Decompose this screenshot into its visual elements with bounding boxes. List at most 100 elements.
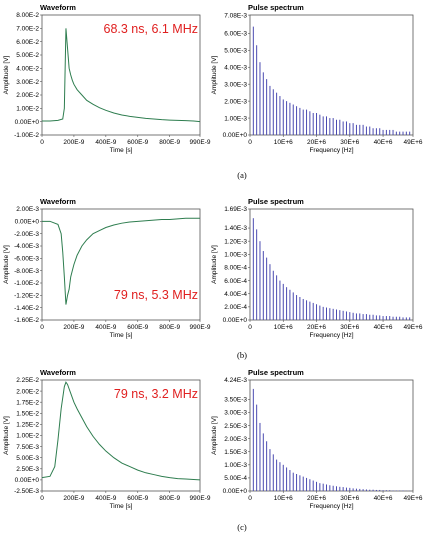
x-tick-label: 600E-9 [127, 495, 148, 502]
y-tick-label: 3.00E-3 [224, 410, 247, 417]
plot-frame [249, 379, 414, 492]
y-tick-label: 2.25E-2 [16, 377, 39, 384]
x-tick-label: 0 [248, 495, 252, 502]
figure-caption: (b) [237, 350, 247, 360]
y-tick-label: 8.00E-2 [16, 12, 39, 19]
y-tick-label: 1.25E-2 [16, 422, 39, 429]
y-tick-label: 1.20E-3 [224, 238, 247, 245]
y-tick-label: 0.00E+0 [223, 317, 248, 324]
y-tick-label: -8.00E-3 [14, 268, 39, 275]
y-tick-label: 2.00E-4 [224, 304, 247, 311]
y-tick-label: 5.00E-3 [16, 455, 39, 462]
y-tick-label: 7.08E-3 [224, 12, 247, 19]
waveform-line [42, 217, 200, 305]
y-tick-label: 1.69E-3 [224, 206, 247, 213]
y-tick-label: 2.00E-3 [224, 436, 247, 443]
annotation-label: 79 ns, 5.3 MHz [114, 288, 198, 302]
x-tick-label: 49E+6 [404, 139, 423, 146]
x-tick-label: 0 [40, 495, 44, 502]
chart-2: Pulse spectrum 0.00E+0 1.00E-3 2.00E-3 3.00E… [211, 3, 423, 154]
y-tick-label: 0.00E+0 [15, 219, 40, 226]
chart-5: Waveform -2.50E-3 0.00E+0 2.50E-3 5.00E-3 7.5… [3, 368, 247, 532]
y-tick-label: -4.00E-3 [14, 243, 39, 250]
x-axis-label: Frequency [Hz] [309, 332, 353, 339]
annotation-label: 68.3 ns, 6.1 MHz [104, 22, 199, 36]
chart-3: Waveform -1.60E-2 -1.40E-2 -1.20E-2 -1.00E-2… [3, 197, 247, 360]
y-tick-label: 6.00E-3 [224, 31, 247, 38]
chart-title: Pulse spectrum [248, 368, 304, 377]
plot-area [252, 388, 411, 491]
y-tick-label: 2.00E-2 [16, 388, 39, 395]
x-tick-label: 200E-9 [63, 495, 84, 502]
chart-1: Waveform -1.00E-2 0.00E+0 1.00E-2 2.00E-2 3.0… [3, 3, 247, 180]
plot-area [252, 26, 411, 135]
x-axis-label: Frequency [Hz] [309, 503, 353, 510]
y-tick-label: 2.50E-3 [16, 466, 39, 473]
y-tick-label: 5.00E-4 [224, 475, 247, 482]
chart-4: Pulse spectrum 0.00E+0 2.00E-4 4.00E-4 6.00E… [211, 197, 423, 339]
y-tick-label: 6.00E-2 [16, 39, 39, 46]
y-tick-label: 2.00E-2 [16, 92, 39, 99]
plot-area [41, 217, 201, 305]
plot-frame [41, 208, 201, 321]
x-tick-label: 20E+6 [307, 324, 326, 331]
x-tick-label: 600E-9 [127, 324, 148, 331]
y-tick-label: 0.00E+0 [15, 477, 40, 484]
y-tick-label: 7.50E-3 [16, 444, 39, 451]
y-tick-label: 8.00E-4 [224, 265, 247, 272]
y-axis-label: Amplitude [V] [3, 416, 10, 455]
figure-caption: (a) [237, 170, 247, 180]
chart-title: Waveform [40, 197, 76, 206]
y-tick-label: -1.40E-2 [14, 305, 39, 312]
x-tick-label: 400E-9 [95, 495, 116, 502]
x-tick-label: 40E+6 [374, 324, 393, 331]
y-tick-label: 0.00E+0 [15, 119, 40, 126]
x-tick-label: 0 [40, 324, 44, 331]
x-tick-label: 30E+6 [340, 324, 359, 331]
y-tick-label: -1.00E-2 [14, 280, 39, 287]
y-tick-label: 1.00E-2 [16, 106, 39, 113]
x-tick-label: 20E+6 [307, 495, 326, 502]
y-axis-label: Amplitude [V] [211, 416, 218, 455]
x-axis-label: Time [s] [110, 332, 133, 339]
x-tick-label: 400E-9 [95, 139, 116, 146]
plot-frame [41, 379, 201, 492]
x-tick-label: 40E+6 [374, 139, 393, 146]
y-tick-label: 4.00E-2 [16, 66, 39, 73]
plot-area [41, 28, 201, 123]
y-tick-label: 1.00E-3 [224, 252, 247, 259]
chart-title: Waveform [40, 3, 76, 12]
x-tick-label: 990E-9 [190, 495, 211, 502]
chart-6: Pulse spectrum 0.00E+0 5.00E-4 1.00E-3 1.50E… [211, 368, 423, 510]
x-tick-label: 49E+6 [404, 324, 423, 331]
y-tick-label: 6.00E-4 [224, 278, 247, 285]
x-tick-label: 20E+6 [307, 139, 326, 146]
x-tick-label: 990E-9 [190, 139, 211, 146]
x-tick-label: 30E+6 [340, 495, 359, 502]
x-axis-label: Frequency [Hz] [309, 147, 353, 154]
x-tick-label: 200E-9 [63, 324, 84, 331]
chart-title: Pulse spectrum [248, 3, 304, 12]
y-tick-label: 4.00E-3 [224, 64, 247, 71]
x-tick-label: 0 [248, 324, 252, 331]
y-tick-label: -6.00E-3 [14, 256, 39, 263]
x-tick-label: 10E+6 [274, 324, 293, 331]
y-tick-label: 7.00E-2 [16, 26, 39, 33]
y-axis-label: Amplitude [V] [211, 55, 218, 94]
x-tick-label: 600E-9 [127, 139, 148, 146]
y-tick-label: 2.50E-3 [224, 423, 247, 430]
y-axis-label: Amplitude [V] [3, 55, 10, 94]
y-tick-label: 3.00E-3 [224, 81, 247, 88]
y-tick-label: 4.00E-4 [224, 291, 247, 298]
plot-area [41, 381, 201, 481]
y-axis-label: Amplitude [V] [3, 245, 10, 284]
x-tick-label: 800E-9 [159, 139, 180, 146]
x-tick-label: 0 [40, 139, 44, 146]
x-tick-label: 10E+6 [274, 139, 293, 146]
y-axis-label: Amplitude [V] [211, 245, 218, 284]
x-axis-label: Time [s] [110, 503, 133, 510]
x-tick-label: 40E+6 [374, 495, 393, 502]
plot-frame [249, 14, 414, 136]
plot-frame [249, 208, 414, 321]
x-tick-label: 30E+6 [340, 139, 359, 146]
